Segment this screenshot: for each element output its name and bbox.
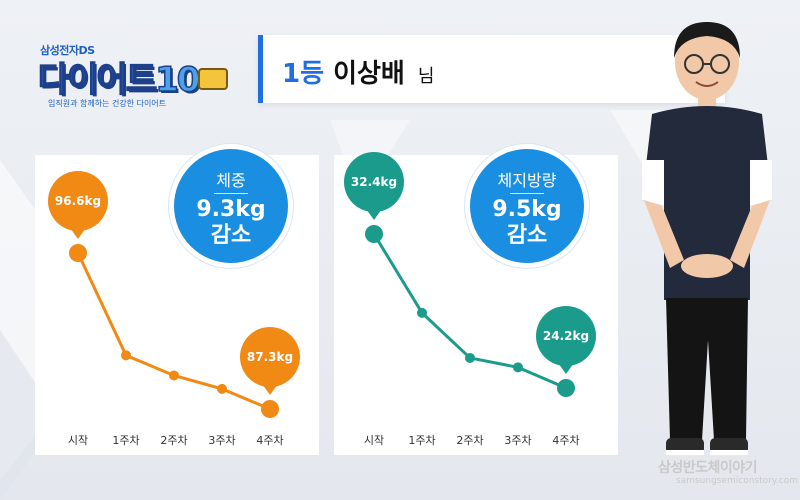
weight-summary-change: 감소 [210, 223, 252, 248]
body-fat-summary-divider [510, 193, 544, 194]
participant-photo [642, 22, 772, 455]
weight-summary-value: 9.3kg 감소 [174, 197, 288, 249]
logo: 삼성전자DS 다이어트10 임직원과 함께하는 건강한 다이어트 [30, 40, 230, 110]
honorific: 님 [417, 66, 435, 87]
winner-header: 1등 이상배 님 [258, 35, 725, 103]
weight-summary-circle: 체중 9.3kg 감소 [174, 149, 288, 263]
logo-subtitle: 임직원과 함께하는 건강한 다이어트 [48, 99, 167, 108]
watermark-text: 삼성반도체이야기 [658, 460, 758, 476]
weight-summary-label: 체중 [216, 171, 246, 190]
watermark-url: samsungsemiconstory.com [676, 476, 798, 486]
header-title: 1등 이상배 님 [282, 53, 434, 90]
logo-title: 다이어트10 [37, 59, 201, 101]
weight-summary-amount: 9.3kg [196, 197, 266, 222]
weight-summary-divider [214, 193, 248, 194]
rank-label: 1등 [282, 59, 325, 89]
body-fat-summary-change: 감소 [506, 223, 548, 248]
body-fat-summary-value: 9.5kg 감소 [470, 197, 584, 249]
body-fat-summary-label: 체지방량 [497, 171, 557, 190]
winner-name: 이상배 [333, 59, 405, 89]
header-accent-bar [258, 35, 263, 103]
logo-company: 삼성전자DS [40, 44, 95, 57]
measuring-tape-icon [198, 68, 228, 90]
body-fat-summary-circle: 체지방량 9.5kg 감소 [470, 149, 584, 263]
body-fat-summary-amount: 9.5kg [492, 197, 562, 222]
